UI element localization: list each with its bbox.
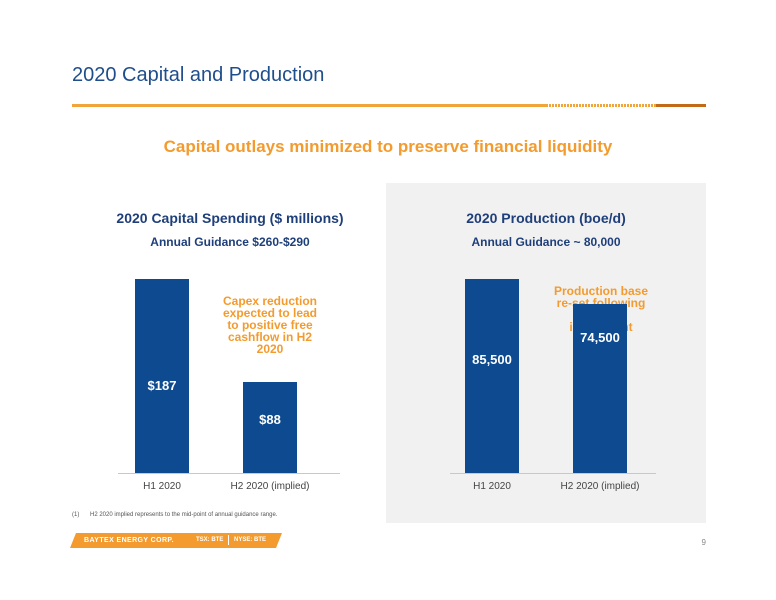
capital-spending-chart: 2020 Capital Spending ($ millions) Annua… xyxy=(90,205,370,500)
footnote: (1) H2 2020 implied represents to the mid… xyxy=(72,512,277,518)
bar-h2-2020-implied- xyxy=(573,304,627,473)
title-underline-end xyxy=(656,104,706,107)
tsx-ticker: TSX: BTE xyxy=(196,537,224,543)
x-tick-label: H2 2020 (implied) xyxy=(230,481,310,492)
title-underline-hatch xyxy=(546,104,656,107)
production-chart: 2020 Production (boe/d) Annual Guidance … xyxy=(406,205,686,500)
bar-value-label: 74,500 xyxy=(580,330,620,345)
ticker-separator xyxy=(228,535,229,545)
bar-h1-2020 xyxy=(135,279,189,473)
bar-value-label: $187 xyxy=(147,378,177,393)
chart-title: 2020 Production (boe/d) xyxy=(466,210,626,226)
bar-value-label: 85,500 xyxy=(472,352,512,367)
title-underline xyxy=(72,104,546,107)
footer-banner xyxy=(70,533,282,548)
footnote-text: H2 2020 implied represents to the mid-po… xyxy=(90,512,278,518)
footnote-marker: (1) xyxy=(72,512,80,518)
x-tick-label: H2 2020 (implied) xyxy=(560,481,640,492)
x-tick-label: H1 2020 xyxy=(473,481,511,492)
company-name: BAYTEX ENERGY CORP. xyxy=(84,537,174,544)
bar-h1-2020 xyxy=(465,279,519,473)
slide-title: 2020 Capital and Production xyxy=(72,64,325,86)
chart-guidance: Annual Guidance ~ 80,000 xyxy=(471,235,621,249)
x-axis xyxy=(118,473,340,474)
chart-annotation: Capex reduction expected to lead to posi… xyxy=(222,294,318,356)
nyse-ticker: NYSE: BTE xyxy=(234,537,267,543)
chart-guidance: Annual Guidance $260-$290 xyxy=(150,235,310,249)
chart-title: 2020 Capital Spending ($ millions) xyxy=(116,210,344,226)
slide-subtitle: Capital outlays minimized to preserve fi… xyxy=(163,137,613,156)
page-number: 9 xyxy=(701,538,706,547)
x-axis xyxy=(450,473,656,474)
bar-value-label: $88 xyxy=(259,412,281,427)
production-panel-background xyxy=(386,183,706,523)
bar-h2-2020-implied- xyxy=(243,382,297,473)
x-tick-label: H1 2020 xyxy=(143,481,181,492)
